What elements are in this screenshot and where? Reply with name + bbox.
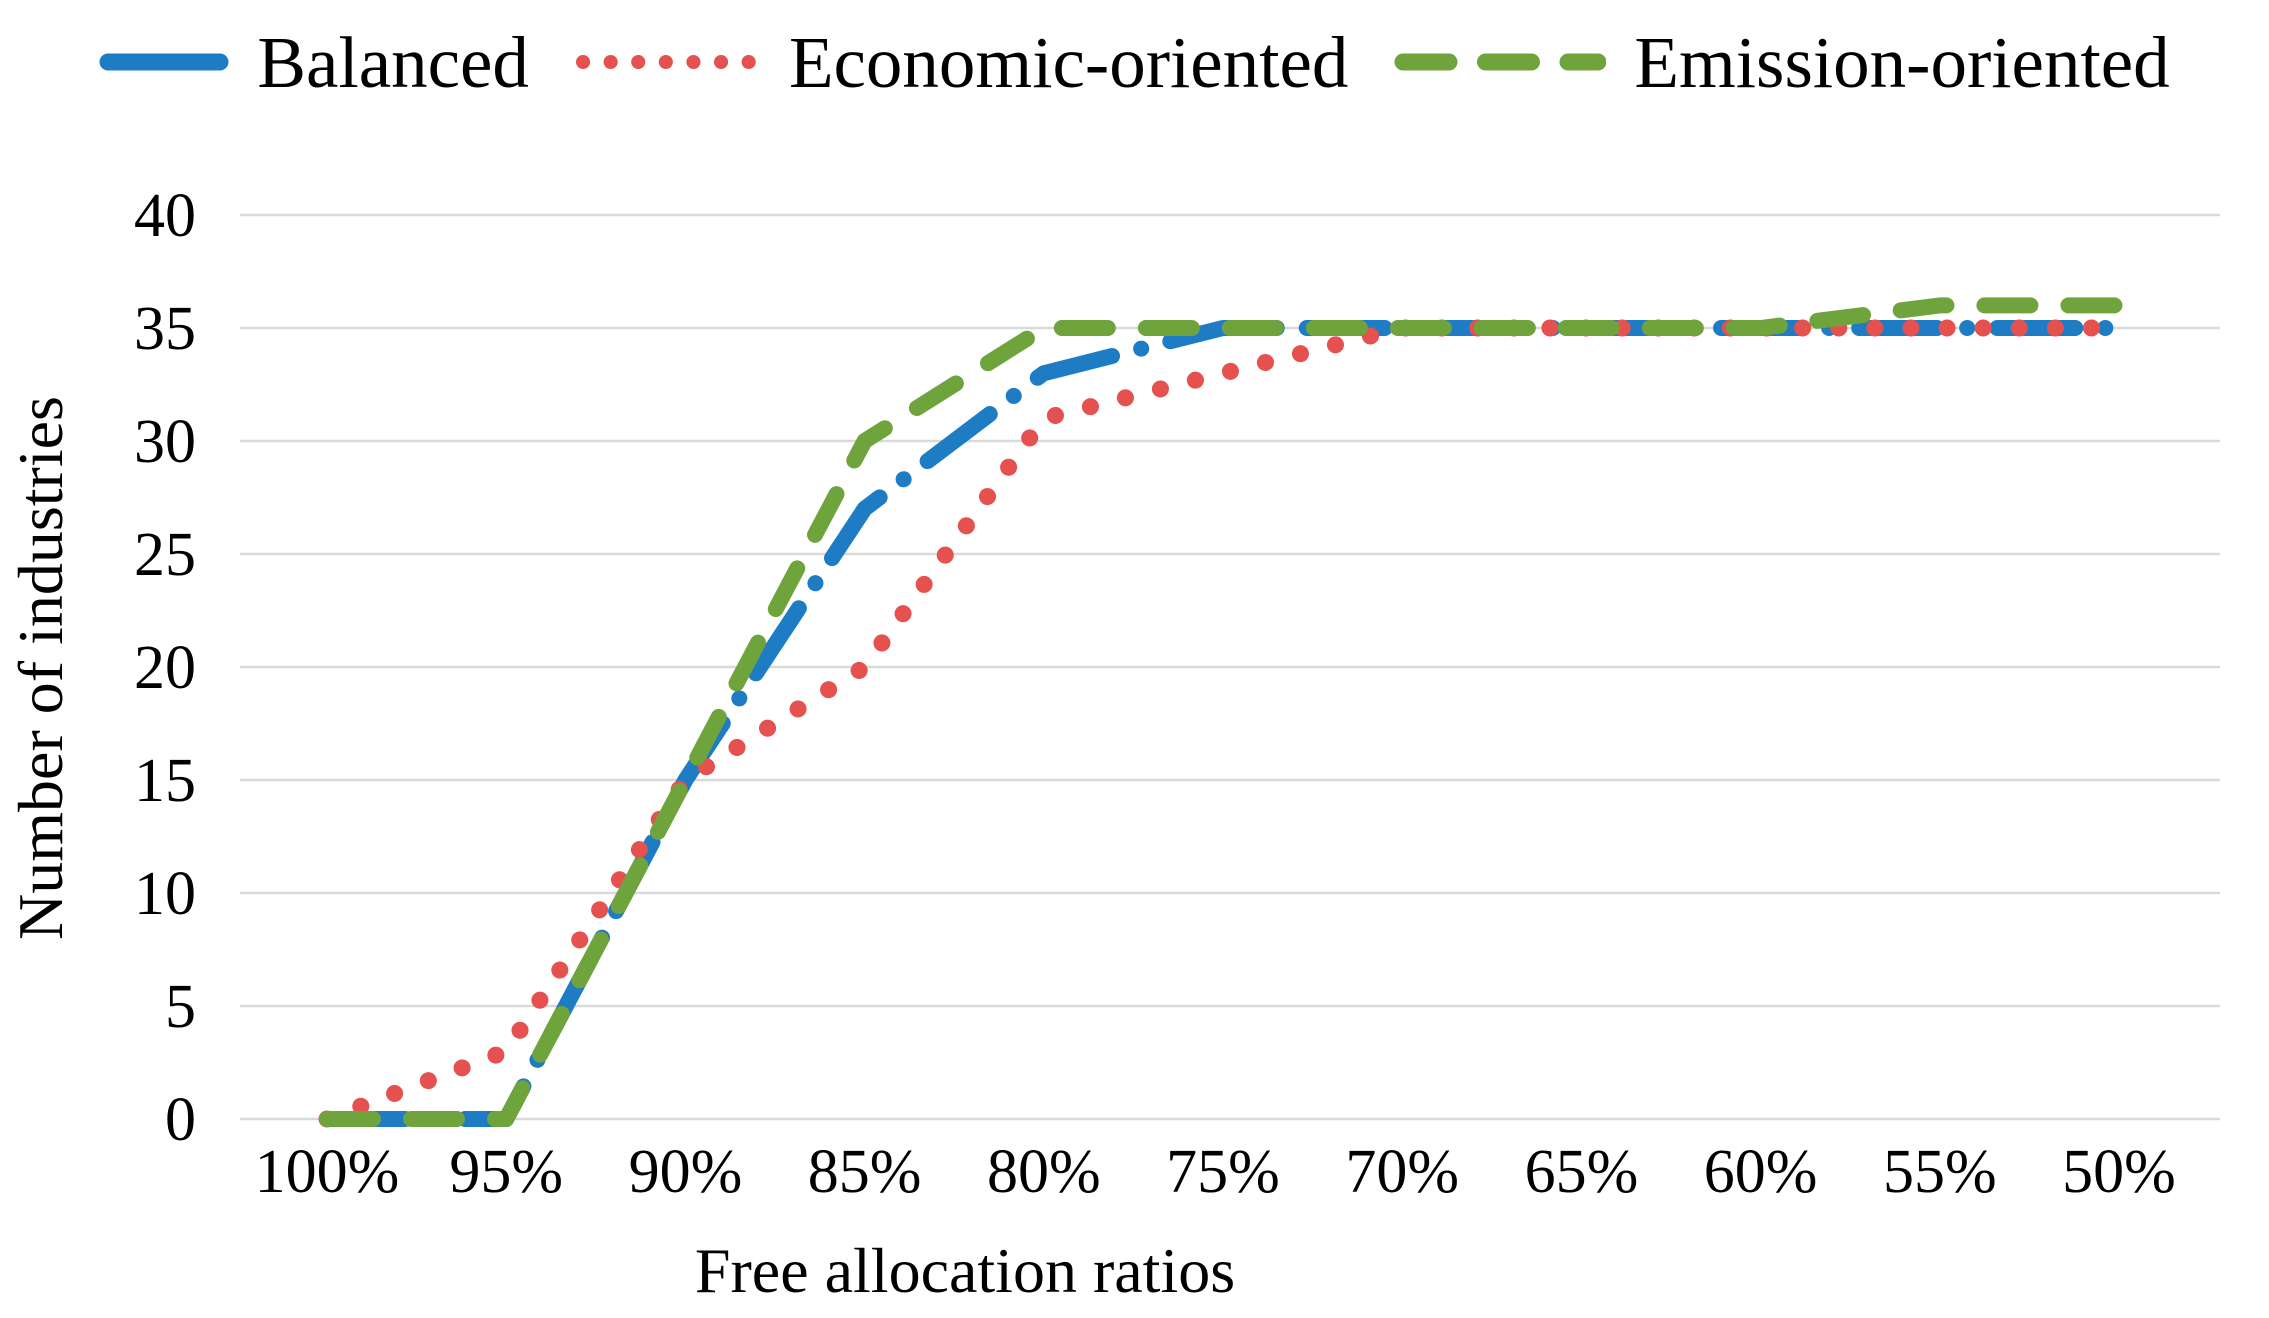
x-tick-label: 60% <box>1704 1138 1818 1206</box>
y-axis-tick-labels: 0 5 10 15 20 25 30 35 40 <box>134 182 196 1154</box>
x-axis-tick-labels: 100% 95% 90% 85% 80% 75% 70% 65% 60% 55% 50% <box>255 1138 2176 1206</box>
x-tick-label: 80% <box>987 1138 1101 1206</box>
y-tick-label: 5 <box>165 973 196 1041</box>
y-tick-label: 30 <box>134 408 196 476</box>
series-line-economic-oriented <box>318 319 2128 1128</box>
y-tick-label: 0 <box>165 1086 196 1154</box>
x-tick-label: 100% <box>255 1138 400 1206</box>
y-tick-label: 40 <box>134 182 196 250</box>
x-axis-title: Free allocation ratios <box>695 1235 1235 1306</box>
x-tick-label: 95% <box>449 1138 563 1206</box>
x-tick-label: 65% <box>1525 1138 1639 1206</box>
x-tick-label: 85% <box>808 1138 922 1206</box>
series-line-balanced <box>319 320 2127 1127</box>
x-tick-label: 75% <box>1166 1138 1280 1206</box>
series-line-emission-oriented <box>319 297 2127 1127</box>
gridlines <box>240 213 2220 1121</box>
y-tick-label: 15 <box>134 747 196 815</box>
x-tick-label: 50% <box>2062 1138 2176 1206</box>
y-tick-label: 20 <box>134 634 196 702</box>
x-tick-label: 90% <box>629 1138 743 1206</box>
y-tick-label: 25 <box>134 521 196 589</box>
series-lines <box>318 297 2128 1128</box>
x-tick-label: 70% <box>1345 1138 1459 1206</box>
y-axis-title: Number of industries <box>5 396 76 940</box>
y-tick-label: 10 <box>134 860 196 928</box>
x-tick-label: 55% <box>1883 1138 1997 1206</box>
y-tick-label: 35 <box>134 295 196 363</box>
